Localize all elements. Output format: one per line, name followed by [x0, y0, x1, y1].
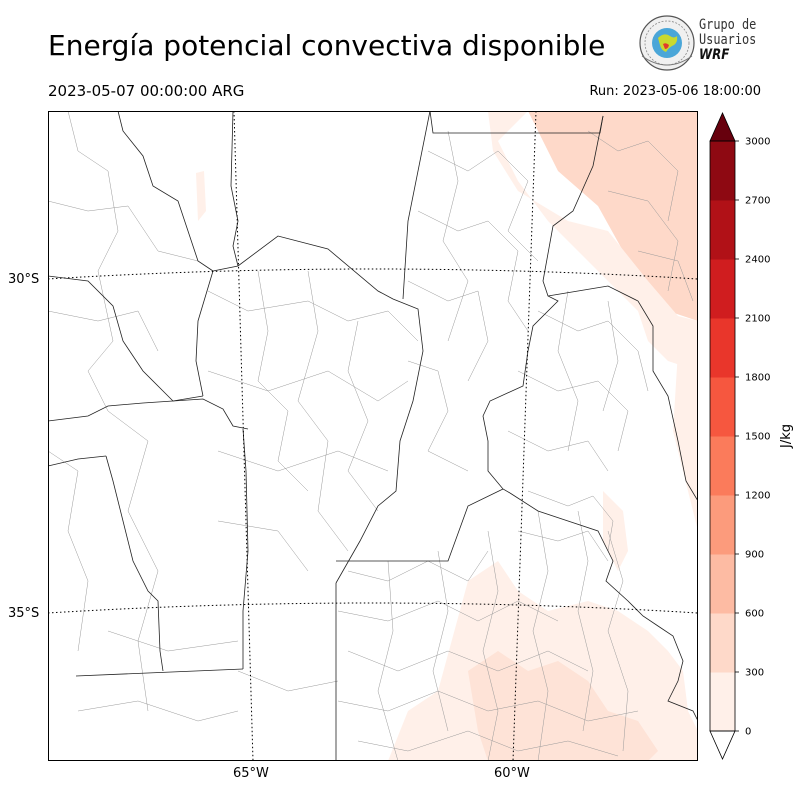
- logo-text: Grupo de Usuarios WRF: [699, 18, 756, 63]
- colorbar-tick-label: 600: [745, 609, 764, 620]
- colorbar-swatch: [710, 436, 735, 496]
- colorbar-over-arrow: [709, 112, 736, 142]
- colorbar-under-arrow: [709, 730, 736, 760]
- cape-region-northeast: [488, 111, 698, 321]
- cape-region-south-mid: [468, 651, 658, 761]
- graticule: [48, 111, 698, 761]
- map-panel: [48, 111, 698, 761]
- colorbar-tick-label: 2700: [745, 196, 770, 207]
- wrf-logo: Grupo de Usuarios WRF: [638, 14, 758, 72]
- colorbar-tick-label: 0: [745, 727, 751, 738]
- colorbar-tick-label: 900: [745, 550, 764, 561]
- lat-label-35s: 35°S: [8, 606, 40, 621]
- colorbar-tick-label: 3000: [745, 137, 770, 148]
- parallel-35s: [48, 602, 698, 614]
- meridian-60w: [512, 111, 537, 761]
- logo-line3: WRF: [699, 47, 730, 63]
- globe-seal-icon: [639, 15, 695, 71]
- colorbar-tick-label: 2100: [745, 314, 770, 325]
- meridian-65w: [233, 111, 254, 761]
- cape-region-south: [388, 561, 698, 761]
- chart-title: Energía potencial convectiva disponible: [48, 29, 606, 62]
- colorbar-unit: J/kg: [779, 424, 794, 449]
- province-borders: [48, 111, 698, 761]
- department-borders: [48, 111, 694, 761]
- colorbar-swatch: [710, 141, 735, 201]
- colorbar-ticks: 0 300 600 900 1200 1500 1800 2100 2400 2700 3000: [735, 137, 770, 738]
- colorbar-swatch: [710, 259, 735, 319]
- colorbar-tick-label: 1800: [745, 373, 770, 384]
- lat-label-30s: 30°S: [8, 272, 40, 287]
- colorbar-swatch: [710, 495, 735, 555]
- map-frame: [48, 111, 698, 761]
- colorbar-swatches: [709, 112, 736, 760]
- lon-label-60w: 60°W: [494, 766, 530, 781]
- cape-region-northeast-light: [488, 111, 698, 371]
- cape-shading: [196, 111, 698, 761]
- coastline: [509, 492, 698, 722]
- colorbar-swatch: [710, 554, 735, 614]
- logo-line1: Grupo de: [699, 17, 757, 33]
- lon-label-65w: 65°W: [233, 766, 269, 781]
- run-time: Run: 2023-05-06 18:00:00: [589, 84, 761, 99]
- colorbar-tick-label: 300: [745, 668, 764, 679]
- colorbar-tick-label: 1200: [745, 491, 770, 502]
- parallel-30s: [48, 268, 698, 280]
- colorbar-swatch: [710, 672, 735, 732]
- colorbar-swatch: [710, 377, 735, 437]
- cape-region-coast: [603, 491, 628, 571]
- colorbar-swatch: [710, 318, 735, 378]
- colorbar: 0 300 600 900 1200 1500 1800 2100 2400 2700 3000 J…: [709, 112, 794, 760]
- colorbar-tick-label: 2400: [745, 255, 770, 266]
- cape-region-east-light: [673, 341, 698, 531]
- colorbar-tick-label: 1500: [745, 432, 770, 443]
- colorbar-swatch: [710, 200, 735, 260]
- logo-line2: Usuarios: [699, 32, 757, 48]
- colorbar-swatch: [710, 613, 735, 673]
- cape-region-west-strip: [196, 171, 206, 221]
- valid-time: 2023-05-07 00:00:00 ARG: [48, 82, 245, 100]
